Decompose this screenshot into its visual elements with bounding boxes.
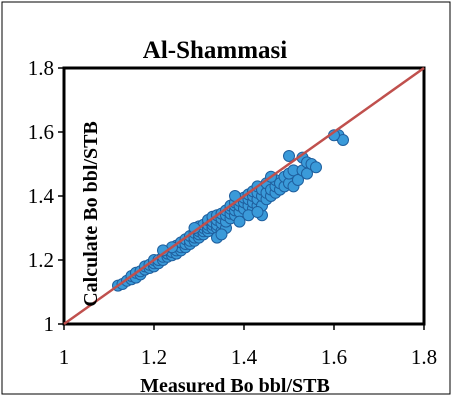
reference-line [63, 66, 425, 326]
data-point [292, 174, 304, 186]
y-tick-label: 1.6 [28, 120, 54, 144]
data-point [215, 228, 228, 241]
x-tick-label: 1.2 [141, 345, 167, 369]
x-tick-label: 1.4 [231, 345, 258, 369]
data-point [283, 150, 295, 162]
data-point [233, 215, 246, 228]
y-axis-label: Calculate Bo bbl/STB [80, 121, 102, 307]
data-point [251, 206, 264, 218]
y-tick-label: 1 [44, 312, 55, 336]
y-tick-label: 1.8 [28, 56, 54, 80]
x-axis-ticks: 1 1.2 1.4 1.6 1.8 [59, 324, 437, 369]
y-tick-label: 1.4 [28, 184, 55, 208]
x-axis-label: Measured Bo bbl/STB [140, 375, 330, 396]
chart-title: Al-Shammasi [143, 37, 288, 64]
data-point [310, 161, 322, 174]
x-tick-label: 1.8 [411, 345, 437, 369]
y-tick-label: 1.2 [28, 248, 54, 272]
x-tick-label: 1 [59, 345, 70, 369]
y-axis-ticks: 1 1.2 1.4 1.6 1.8 [28, 56, 64, 336]
x-tick-label: 1.6 [321, 345, 347, 369]
